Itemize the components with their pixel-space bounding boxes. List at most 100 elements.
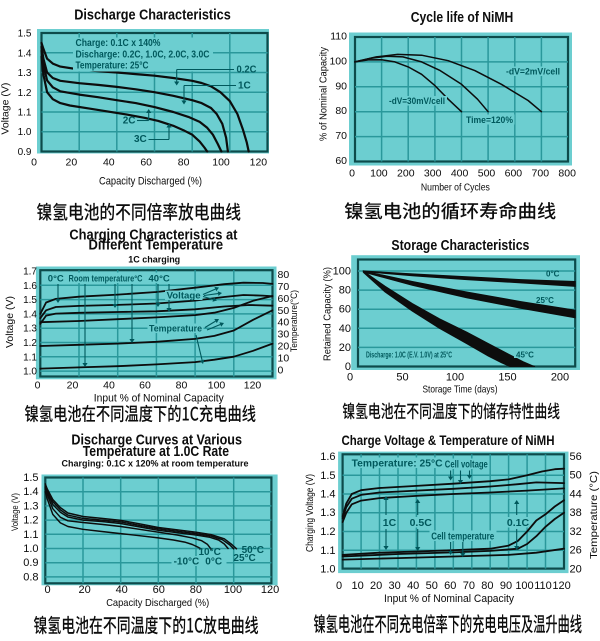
svg-text:120: 120	[244, 380, 262, 392]
svg-text:1.4: 1.4	[23, 309, 37, 320]
svg-text:20: 20	[66, 157, 78, 169]
svg-text:70: 70	[463, 580, 475, 592]
svg-text:40: 40	[103, 380, 115, 392]
svg-text:0: 0	[345, 361, 351, 373]
svg-text:80: 80	[278, 269, 290, 281]
svg-text:-dV=30mV/cell: -dV=30mV/cell	[389, 96, 445, 107]
svg-text:1.3: 1.3	[23, 500, 38, 512]
svg-text:500: 500	[478, 168, 496, 180]
svg-text:1.2: 1.2	[18, 88, 32, 99]
svg-text:90: 90	[500, 580, 512, 592]
svg-text:20: 20	[570, 564, 582, 576]
svg-text:100: 100	[446, 372, 464, 384]
svg-text:110: 110	[534, 580, 552, 592]
svg-text:Discharge Curves at Various: Discharge Curves at Various	[71, 432, 242, 449]
svg-text:1.5: 1.5	[23, 472, 38, 484]
svg-text:50: 50	[426, 580, 438, 592]
svg-text:1C: 1C	[238, 81, 251, 92]
svg-text:0°C: 0°C	[48, 274, 64, 285]
svg-text:Voltage (V): Voltage (V)	[10, 493, 20, 531]
svg-text:26: 26	[570, 545, 582, 557]
svg-text:Different Temperature: Different Temperature	[89, 238, 224, 254]
svg-text:60: 60	[153, 584, 165, 596]
svg-text:120: 120	[261, 584, 279, 596]
svg-text:Temperature (°C): Temperature (°C)	[588, 471, 600, 559]
svg-text:1.5: 1.5	[18, 29, 32, 40]
svg-text:Voltage (V): Voltage (V)	[0, 83, 11, 135]
svg-text:100: 100	[212, 157, 230, 169]
svg-text:25°C: 25°C	[233, 553, 255, 564]
svg-text:Capacity Discharged (%): Capacity Discharged (%)	[106, 597, 209, 609]
svg-text:1.5: 1.5	[320, 470, 335, 482]
svg-text:400: 400	[451, 168, 469, 180]
svg-text:10°C: 10°C	[199, 547, 221, 558]
svg-text:30: 30	[278, 329, 290, 341]
svg-text:Charging: 0.1C x 120% at room: Charging: 0.1C x 120% at room temperatur…	[62, 458, 249, 469]
svg-text:1.1: 1.1	[23, 529, 38, 541]
svg-text:0: 0	[347, 372, 353, 384]
svg-text:200: 200	[397, 168, 415, 180]
svg-text:20: 20	[67, 380, 79, 392]
svg-text:80: 80	[339, 285, 351, 297]
svg-text:60: 60	[139, 380, 151, 392]
svg-text:80: 80	[335, 105, 347, 117]
svg-text:1.1: 1.1	[18, 108, 32, 119]
svg-text:60: 60	[444, 580, 456, 592]
svg-text:Temperature: 25°C: Temperature: 25°C	[76, 61, 149, 72]
svg-text:Charge Voltage & Temperature o: Charge Voltage & Temperature of NiMH	[342, 433, 555, 448]
svg-text:40: 40	[278, 317, 290, 329]
svg-text:1.3: 1.3	[23, 324, 37, 335]
svg-text:1.0: 1.0	[23, 367, 37, 378]
svg-text:3C: 3C	[134, 134, 147, 145]
svg-text:800: 800	[558, 168, 576, 180]
svg-text:Charging Characteristics at: Charging Characteristics at	[69, 227, 237, 243]
svg-text:-dV=2mV/cell: -dV=2mV/cell	[506, 67, 560, 78]
svg-text:50: 50	[570, 470, 582, 482]
svg-text:Number of Cycles: Number of Cycles	[421, 182, 490, 193]
svg-text:1C charging: 1C charging	[128, 254, 180, 265]
svg-text:120: 120	[250, 157, 268, 169]
svg-text:% of Nominal Capacity: % of Nominal Capacity	[317, 46, 329, 141]
svg-text:90: 90	[335, 80, 347, 92]
svg-text:50°C: 50°C	[242, 545, 264, 556]
svg-text:25°C: 25°C	[536, 296, 554, 305]
svg-text:0: 0	[336, 580, 342, 592]
svg-text:100: 100	[329, 55, 347, 67]
svg-text:0.9: 0.9	[18, 147, 32, 158]
svg-text:1.4: 1.4	[23, 486, 38, 498]
svg-text:Cell voltage: Cell voltage	[445, 460, 488, 471]
svg-text:0: 0	[349, 168, 355, 180]
svg-text:110: 110	[330, 31, 347, 43]
svg-text:0°C: 0°C	[205, 557, 222, 568]
svg-text:60: 60	[140, 157, 152, 169]
svg-text:10: 10	[278, 352, 290, 364]
svg-text:2C: 2C	[123, 116, 136, 127]
svg-text:20: 20	[78, 584, 90, 596]
svg-text:1.2: 1.2	[23, 515, 38, 527]
svg-text:1C: 1C	[383, 517, 397, 529]
svg-text:-10°C: -10°C	[174, 557, 200, 568]
svg-text:Storage Characteristics: Storage Characteristics	[391, 238, 529, 254]
svg-text:40°C: 40°C	[149, 274, 170, 285]
svg-text:1.6: 1.6	[320, 451, 335, 463]
svg-text:38: 38	[570, 507, 582, 519]
svg-text:Cycle life of NiMH: Cycle life of NiMH	[411, 10, 514, 26]
svg-text:70: 70	[335, 130, 347, 142]
svg-text:Cell temperature: Cell temperature	[431, 532, 494, 543]
svg-text:1.6: 1.6	[23, 281, 37, 292]
svg-text:150: 150	[498, 372, 516, 384]
svg-text:40: 40	[407, 580, 419, 592]
svg-text:1.7: 1.7	[23, 267, 37, 278]
svg-text:1.0: 1.0	[320, 564, 335, 576]
svg-text:30: 30	[388, 580, 400, 592]
svg-text:1.1: 1.1	[23, 352, 37, 363]
svg-text:40: 40	[116, 584, 128, 596]
svg-text:0: 0	[278, 364, 284, 376]
svg-text:80: 80	[190, 584, 202, 596]
svg-text:Charge: 0.1C x 140%: Charge: 0.1C x 140%	[76, 38, 161, 49]
svg-text:Temperature: Temperature	[149, 324, 202, 335]
svg-text:Voltage: Voltage	[167, 291, 201, 302]
svg-text:100: 100	[370, 168, 388, 180]
svg-text:100: 100	[515, 580, 533, 592]
svg-text:50: 50	[396, 372, 408, 384]
